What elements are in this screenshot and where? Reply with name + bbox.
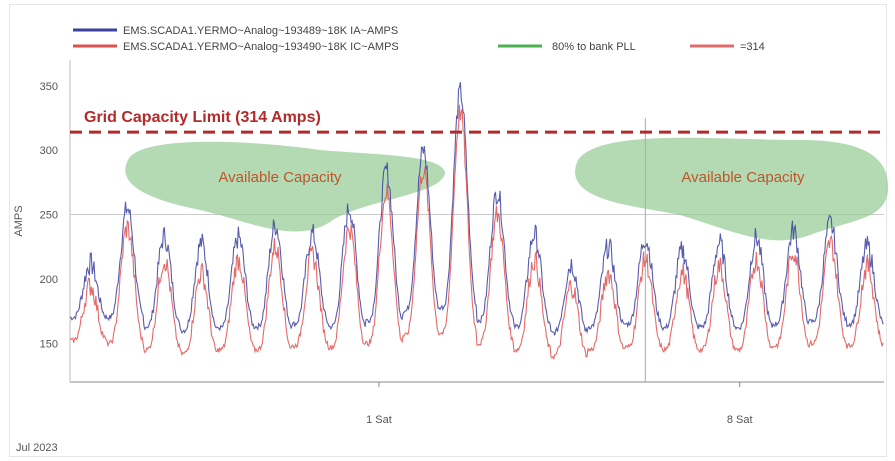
y-axis-label: AMPS — [13, 205, 25, 236]
available-capacity-blob — [125, 141, 445, 232]
x-tick-label: 1 Sat — [366, 414, 392, 426]
y-tick-label: 350 — [40, 81, 58, 93]
y-tick-label: 200 — [40, 274, 58, 286]
chart-frame — [9, 4, 887, 457]
x-tick-label: 8 Sat — [727, 414, 753, 426]
x-start-label: Jul 2023 — [16, 442, 58, 454]
available-capacity-label: Available Capacity — [218, 169, 342, 186]
series-line-1 — [69, 104, 884, 361]
series-line-0 — [69, 81, 884, 336]
available-capacity-label: Available Capacity — [681, 169, 805, 186]
legend-label: EMS.SCADA1.YERMO~Analog~193490~18K IC~AM… — [123, 41, 399, 53]
capacity-limit-label: Grid Capacity Limit (314 Amps) — [84, 109, 321, 126]
y-tick-label: 150 — [40, 338, 58, 350]
y-tick-label: 250 — [40, 210, 58, 222]
y-tick-label: 300 — [40, 145, 58, 157]
legend-label: EMS.SCADA1.YERMO~Analog~193489~18K IA~AM… — [123, 25, 398, 37]
legend-label: =314 — [740, 41, 765, 53]
legend-label: 80% to bank PLL — [552, 41, 636, 53]
available-capacity-blob — [575, 137, 889, 241]
